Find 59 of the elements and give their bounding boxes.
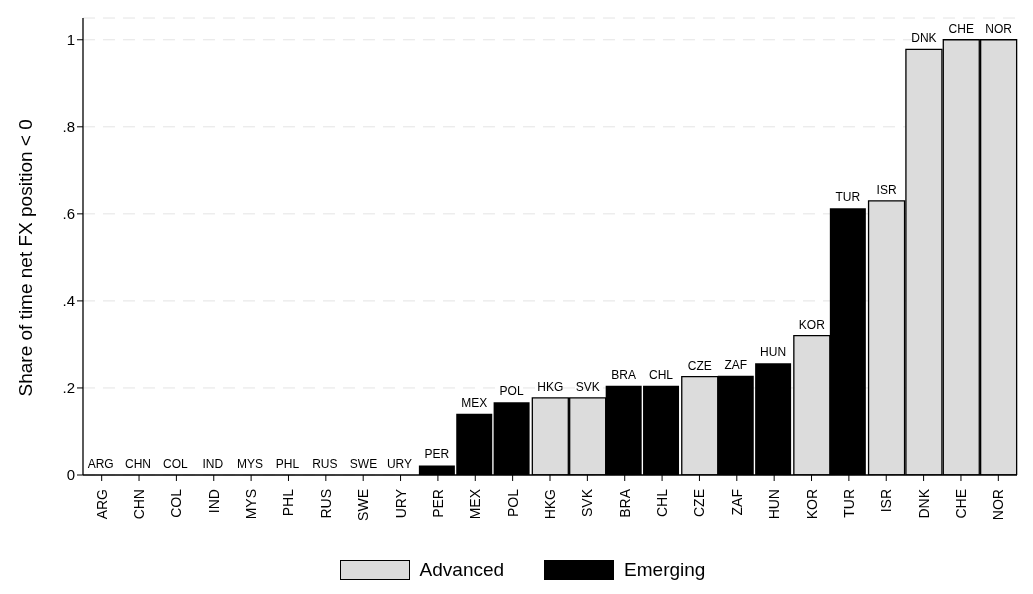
category-label: ISR (876, 182, 897, 197)
category-label: MEX (461, 395, 488, 410)
x-tick-label: CHL (654, 488, 671, 518)
x-tick-label: CZE (691, 489, 708, 517)
category-label: PER (424, 447, 450, 462)
x-tick-label: MYS (243, 489, 260, 520)
category-label: ZAF (724, 357, 748, 372)
y-tick-label: .8 (62, 118, 75, 136)
x-tick-label: MEX (467, 488, 484, 520)
category-label: TUR (835, 190, 861, 205)
y-tick-label: .6 (62, 205, 75, 223)
x-tick-label: TUR (840, 489, 857, 518)
category-label: NOR (985, 21, 1012, 36)
x-tick-label: COL (168, 488, 185, 518)
x-tick-label: ZAF (728, 489, 745, 516)
x-tick-label: HKG (542, 489, 558, 520)
category-label: DNK (911, 31, 937, 46)
legend-label: Emerging (624, 559, 706, 581)
x-tick-label: RUS (317, 489, 334, 519)
category-label: RUS (312, 457, 338, 471)
category-label: IND (202, 457, 224, 471)
y-tick-label: 1 (66, 31, 75, 49)
category-label: COL (163, 457, 188, 471)
x-tick-label: CHN (131, 489, 148, 520)
x-tick-label: PHL (280, 488, 297, 517)
x-tick-label: KOR (803, 489, 820, 520)
x-tick-label: DNK (915, 488, 932, 519)
x-tick-label: POL (504, 488, 521, 518)
x-tick-label: ARG (93, 489, 110, 520)
category-label: CZE (687, 358, 712, 373)
category-label: CHE (948, 21, 974, 36)
y-tick-label: 0 (66, 466, 75, 484)
category-label: CHL (649, 367, 674, 382)
category-label: POL (499, 384, 524, 399)
x-tick-label: SVK (579, 488, 596, 518)
category-label: HKG (537, 379, 564, 394)
category-label: SVK (575, 379, 600, 394)
category-label: CHN (125, 457, 151, 471)
category-label: ARG (87, 457, 114, 471)
y-axis-title: Share of time net FX position < 0 (14, 119, 36, 397)
x-tick-label: ISR (878, 489, 895, 513)
x-tick-label: PER (429, 489, 446, 518)
category-label: BRA (611, 367, 637, 382)
x-tick-label: BRA (616, 488, 633, 518)
x-tick-label: IND (205, 489, 222, 514)
legend-label: Advanced (419, 559, 505, 581)
x-tick-label: HUN (766, 489, 783, 520)
y-tick-label: .4 (62, 292, 75, 310)
category-label: MYS (237, 457, 264, 471)
x-tick-label: CHE (952, 489, 969, 519)
category-label: URY (386, 457, 413, 471)
category-label: PHL (275, 457, 300, 471)
x-tick-label: NOR (990, 489, 1007, 521)
x-tick-label: SWE (355, 489, 372, 521)
y-tick-label: .2 (62, 379, 75, 397)
category-label: KOR (798, 317, 825, 332)
category-label: HUN (760, 345, 787, 360)
x-tick-label: URY (392, 488, 409, 519)
category-label: SWE (349, 457, 378, 471)
